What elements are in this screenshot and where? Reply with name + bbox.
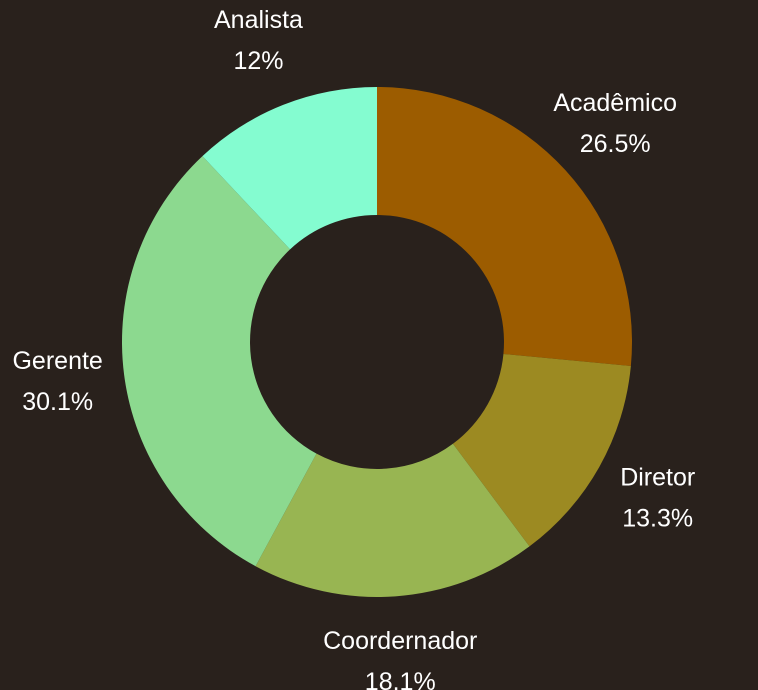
slice-label: Analista (214, 6, 303, 34)
donut-slice (121, 156, 317, 567)
slice-label: Acadêmico (553, 89, 677, 117)
slice-label: Diretor (620, 463, 695, 491)
slice-value-label: 30.1% (22, 388, 93, 416)
slice-value-label: 13.3% (622, 504, 693, 532)
slice-value-label: 12% (233, 47, 283, 75)
slice-label: Coordernador (323, 627, 477, 655)
slice-value-label: 26.5% (580, 130, 651, 158)
slice-label: Gerente (12, 347, 102, 375)
slice-value-label: 18.1% (365, 668, 436, 690)
donut-slice (377, 87, 632, 366)
donut-slice (202, 87, 377, 250)
donut-slice (255, 443, 530, 597)
donut-slice (452, 353, 631, 547)
